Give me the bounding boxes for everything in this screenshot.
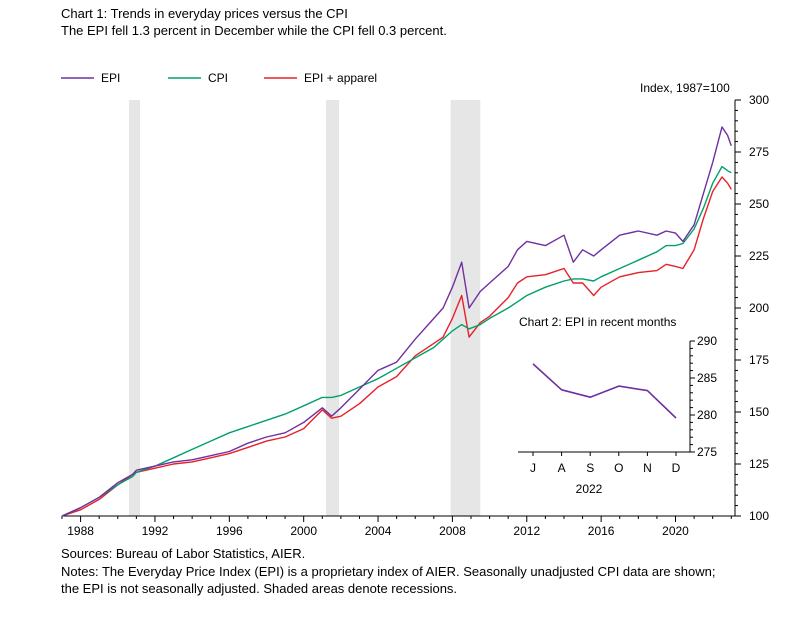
inset-y-tick-label: 280 (697, 408, 717, 422)
inset-x-tick-label: S (586, 461, 594, 475)
y-axis-ticks: 100 125 150 175 200 225 250 275 300 (735, 93, 769, 523)
inset-x-tick-label: O (614, 461, 623, 475)
inset-chart: Chart 2: EPI in recent months 275 280 285 29… (510, 312, 717, 508)
notes-text-line-2: the EPI is not seasonally adjusted. Shad… (61, 581, 458, 596)
inset-y-tick-label: 290 (697, 334, 717, 348)
notes-text-line-1: Notes: The Everyday Price Index (EPI) is… (61, 564, 716, 579)
y-tick-label: 225 (749, 249, 769, 263)
y-tick-label: 250 (749, 197, 769, 211)
y-tick-label: 100 (749, 509, 769, 523)
inset-y-tick-label: 275 (697, 445, 717, 459)
y-tick-label: 150 (749, 405, 769, 419)
x-tick-label: 2004 (365, 524, 392, 538)
inset-epi-line (532, 363, 677, 419)
y-axis-units-label: Index, 1987=100 (640, 81, 730, 95)
y-tick-label: 175 (749, 353, 769, 367)
epi-apparel-line (61, 176, 732, 517)
cpi-line (61, 165, 732, 517)
legend-label-epi-apparel: EPI + apparel (304, 71, 377, 85)
x-tick-label: 2000 (290, 524, 317, 538)
series-lines (61, 126, 732, 517)
recession-band (450, 100, 481, 516)
x-tick-label: 1996 (216, 524, 243, 538)
chart-subtitle: The EPI fell 1.3 percent in December whi… (61, 23, 447, 38)
inset-x-tick-label: A (558, 461, 566, 475)
legend-label-cpi: CPI (208, 71, 228, 85)
inset-title: Chart 2: EPI in recent months (519, 315, 676, 329)
inset-x-tick-label: N (643, 461, 652, 475)
x-tick-label: 2012 (513, 524, 540, 538)
legend-label-epi: EPI (101, 71, 120, 85)
legend: EPI CPI EPI + apparel (61, 71, 377, 85)
recession-band (128, 100, 141, 516)
inset-x-tick-label: J (530, 461, 536, 475)
inset-x-tick-label: D (672, 461, 681, 475)
x-tick-label: 2016 (588, 524, 615, 538)
y-tick-label: 300 (749, 93, 769, 107)
x-axis-ticks: 1988 1992 1996 2000 2004 2008 2012 2016 2020 (61, 516, 732, 538)
y-tick-label: 275 (749, 145, 769, 159)
x-tick-label: 1992 (142, 524, 169, 538)
inset-x-axis-label: 2022 (576, 482, 603, 496)
x-tick-label: 2020 (662, 524, 689, 538)
epi-line (61, 126, 732, 517)
recession-band (325, 100, 340, 516)
sources-text: Sources: Bureau of Labor Statistics, AIE… (61, 546, 306, 561)
x-tick-label: 2008 (439, 524, 466, 538)
y-tick-label: 125 (749, 457, 769, 471)
x-tick-label: 1988 (67, 524, 94, 538)
inset-y-tick-label: 285 (697, 371, 717, 385)
inset-background (510, 312, 688, 508)
chart-title: Chart 1: Trends in everyday prices versu… (61, 6, 348, 21)
y-tick-label: 200 (749, 301, 769, 315)
